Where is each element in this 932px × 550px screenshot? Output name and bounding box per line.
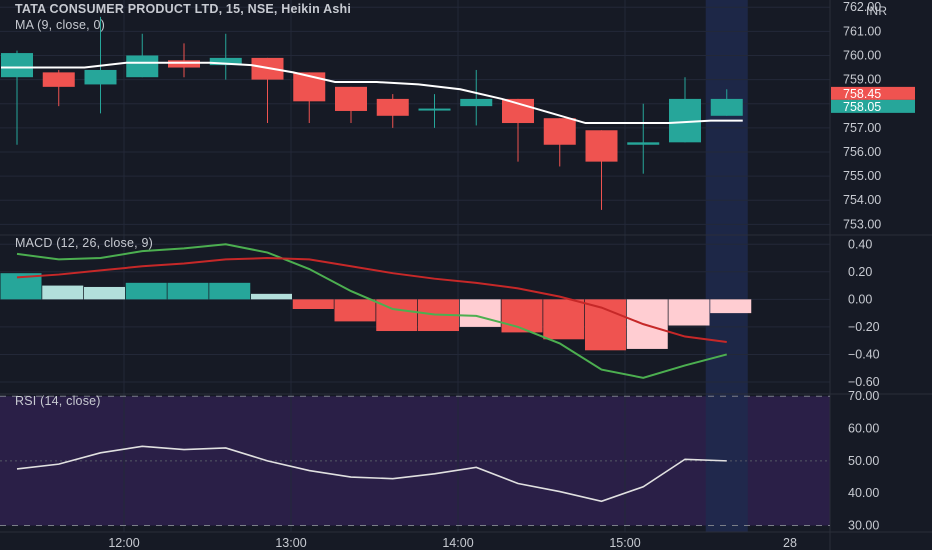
rsi-indicator-label[interactable]: RSI (14, close)	[15, 394, 101, 408]
macd-histogram-bar	[459, 299, 501, 327]
candle-body	[84, 69, 117, 85]
macd-histogram-bar	[626, 299, 668, 349]
macd-tick-label: 0.40	[848, 237, 872, 251]
price-tick-label: 756.00	[843, 145, 881, 159]
macd-histogram-bar	[84, 286, 125, 300]
time-tick-label: 28	[783, 536, 797, 550]
time-tick-label: 13:00	[275, 536, 306, 550]
macd-tick-label: −0.60	[848, 375, 880, 389]
macd-line	[16, 243, 728, 379]
candle-body	[335, 86, 367, 111]
macd-histogram-bar	[501, 299, 543, 333]
price-tick-label: 754.00	[843, 193, 881, 207]
candle-body	[460, 98, 493, 107]
candle-body	[376, 98, 409, 116]
price-tick-label: 762.00	[843, 0, 881, 14]
macd-histogram-bar	[251, 293, 292, 300]
selected-bar-highlight	[705, 0, 748, 532]
candle-body	[543, 118, 576, 145]
ma-indicator-label[interactable]: MA (9, close, 0)	[15, 18, 106, 32]
last-price-tag: 758.45	[843, 87, 881, 101]
price-tick-label: 755.00	[843, 169, 881, 183]
macd-histogram-bar	[585, 299, 626, 351]
macd-tick-label: 0.00	[848, 292, 872, 306]
price-tick-label: 760.00	[843, 48, 881, 62]
rsi-tick-label: 70.00	[848, 389, 879, 403]
time-tick-label: 12:00	[108, 536, 139, 550]
time-tick-label: 14:00	[442, 536, 473, 550]
macd-tick-label: −0.20	[848, 320, 880, 334]
candle-body	[418, 108, 451, 111]
rsi-tick-label: 40.00	[848, 486, 879, 500]
ma-price-tag: 758.05	[843, 100, 881, 114]
macd-indicator-label[interactable]: MACD (12, 26, close, 9)	[15, 236, 153, 250]
price-tick-label: 753.00	[843, 217, 881, 231]
last-price-tag-bg	[831, 86, 915, 100]
candle-body	[585, 130, 618, 162]
price-tick-label: 761.00	[843, 24, 881, 38]
macd-histogram-bar	[42, 285, 84, 300]
rsi-tick-label: 60.00	[848, 422, 879, 436]
macd-histogram-bar	[167, 282, 209, 300]
macd-histogram-bar	[292, 299, 334, 309]
price-tick-label: 757.00	[843, 121, 881, 135]
macd-tick-label: 0.20	[848, 265, 872, 279]
moving-average-line	[1, 61, 743, 125]
candle-body	[126, 55, 159, 78]
macd-histogram-bar	[710, 299, 752, 314]
rsi-tick-label: 30.00	[848, 519, 879, 533]
macd-histogram-bar	[125, 282, 167, 300]
chart-title: TATA CONSUMER PRODUCT LTD, 15, NSE, Heik…	[15, 2, 352, 16]
candle-body	[1, 53, 33, 78]
candle-body	[293, 72, 326, 102]
price-tick-label: 759.00	[843, 73, 881, 87]
rsi-tick-label: 50.00	[848, 454, 879, 468]
rsi-line	[16, 445, 727, 503]
macd-histogram-bar	[334, 299, 376, 322]
time-tick-label: 15:00	[609, 536, 640, 550]
candle-body	[627, 142, 660, 145]
currency-label: INR	[866, 4, 888, 18]
candle-body	[42, 72, 75, 87]
candle-body	[209, 57, 242, 66]
macd-histogram-bar	[209, 282, 251, 300]
candle-body	[168, 60, 200, 68]
macd-tick-label: −0.40	[848, 347, 880, 361]
candle-body	[710, 98, 743, 116]
macd-histogram-bar	[543, 299, 585, 340]
macd-histogram-bar	[668, 299, 710, 326]
signal-line	[16, 257, 727, 344]
ma-price-tag-bg	[831, 99, 915, 113]
